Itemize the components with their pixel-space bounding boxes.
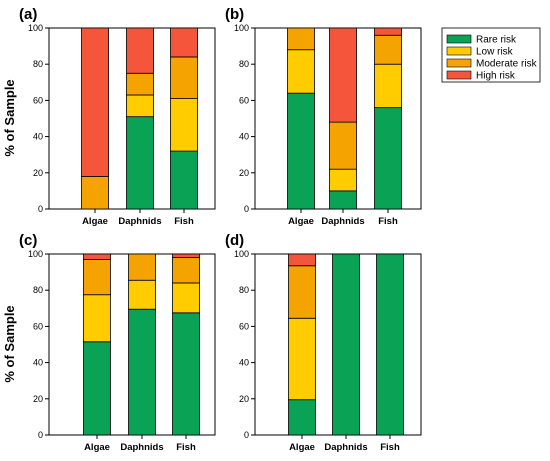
y-tick-label: 100	[234, 23, 249, 33]
y-axis-title: % of Sample	[2, 305, 17, 382]
bar-segment-algae-moderate-risk	[287, 27, 315, 51]
y-tick-label: 80	[239, 285, 249, 295]
panel-label: (b)	[225, 6, 244, 23]
bar-segment-algae-low-risk	[83, 294, 111, 343]
panel-label: (c)	[19, 232, 37, 249]
x-tick-label: Daphnids	[321, 216, 364, 227]
legend-entry: Low risk	[476, 47, 514, 58]
bar-segment-fish-moderate-risk	[374, 34, 402, 65]
x-tick-label: Algae	[288, 216, 314, 227]
bar-segment-fish-low-risk	[374, 63, 402, 109]
y-tick-label: 0	[38, 430, 43, 440]
legend-entry: Rare risk	[476, 35, 517, 46]
y-tick-label: 0	[244, 204, 249, 214]
bar-segment-fish-rare-risk	[374, 107, 402, 210]
bar-segment-algae-high-risk	[83, 253, 111, 260]
legend-entry: High risk	[476, 71, 516, 82]
bar-segment-algae-moderate-risk	[288, 265, 316, 319]
bar-segment-daphnids-low-risk	[126, 94, 154, 118]
bar-segment-daphnids-rare-risk	[329, 190, 357, 210]
x-tick-label: Algae	[289, 442, 315, 453]
x-tick-label: Fish	[174, 216, 194, 227]
bar-segment-fish-low-risk	[172, 282, 200, 314]
y-tick-label: 100	[234, 249, 249, 259]
panel-d: Algae Daphnids Fish 0 20 40 60 80 100(d)	[225, 232, 422, 453]
x-tick-label: Fish	[378, 216, 398, 227]
panel-label: (d)	[225, 232, 244, 249]
y-axis-labels: % of Sample % of Sample	[2, 79, 17, 382]
y-tick-label: 40	[33, 358, 43, 368]
y-tick-label: 40	[239, 132, 249, 142]
bar-segment-fish-moderate-risk	[172, 257, 200, 284]
bar-segment-daphnids-high-risk	[329, 27, 357, 123]
bar-segment-fish-moderate-risk	[170, 56, 198, 99]
y-tick-label: 0	[38, 204, 43, 214]
legend-swatch	[446, 34, 472, 44]
x-tick-label: Algae	[82, 216, 108, 227]
y-tick-label: 100	[28, 23, 43, 33]
bar-segment-algae-low-risk	[287, 49, 315, 94]
y-tick-label: 80	[33, 285, 43, 295]
legend-swatch	[446, 58, 472, 68]
bar-segment-daphnids-high-risk	[126, 27, 154, 74]
bar-segment-algae-rare-risk	[288, 399, 316, 436]
y-tick-label: 80	[33, 59, 43, 69]
bar-segment-algae-rare-risk	[83, 341, 111, 436]
bar-segment-fish-rare-risk	[170, 150, 198, 210]
y-tick-label: 40	[33, 132, 43, 142]
x-tick-label: Fish	[176, 442, 196, 453]
y-tick-label: 60	[239, 95, 249, 105]
y-tick-label: 20	[239, 168, 249, 178]
x-tick-label: Daphnids	[118, 216, 161, 227]
bar-segment-algae-low-risk	[288, 317, 316, 401]
bar-segment-fish-low-risk	[170, 98, 198, 152]
bar-segment-fish-rare-risk	[172, 312, 200, 436]
bar-segment-algae-high-risk	[81, 27, 109, 177]
bar-segment-daphnids-moderate-risk	[128, 253, 156, 281]
y-axis-title: % of Sample	[2, 79, 17, 156]
legend-entry: Moderate risk	[476, 59, 538, 70]
y-tick-label: 100	[28, 249, 43, 259]
legend-swatch	[446, 46, 472, 56]
panel-label: (a)	[19, 6, 37, 23]
bar-segment-daphnids-rare-risk	[126, 116, 154, 210]
panel-b: Algae Daphnids Fish 0 20 40 60 80 100(b)	[225, 6, 422, 227]
x-tick-label: Algae	[84, 442, 110, 453]
y-tick-label: 60	[239, 321, 249, 331]
x-tick-label: Fish	[380, 442, 400, 453]
bar-segment-fish-high-risk	[170, 27, 198, 58]
bar-segment-daphnids-moderate-risk	[126, 72, 154, 96]
y-tick-label: 80	[239, 59, 249, 69]
bar-segment-daphnids-low-risk	[128, 279, 156, 310]
bar-segment-algae-rare-risk	[287, 92, 315, 210]
y-tick-label: 60	[33, 321, 43, 331]
bar-segment-fish-high-risk	[172, 253, 200, 259]
y-tick-label: 20	[33, 168, 43, 178]
bar-segment-daphnids-moderate-risk	[329, 121, 357, 170]
bar-segment-daphnids-low-risk	[329, 168, 357, 192]
bar-segment-fish-rare-risk	[376, 253, 404, 436]
y-tick-label: 40	[239, 358, 249, 368]
panel-c: Algae Daphnids Fish 0 20 40 60 80 100(c)	[19, 232, 216, 453]
x-tick-label: Daphnids	[324, 442, 367, 453]
bar-segment-daphnids-rare-risk	[128, 308, 156, 436]
y-tick-label: 60	[33, 95, 43, 105]
legend-swatch	[446, 70, 472, 80]
y-tick-label: 0	[244, 430, 249, 440]
bar-segment-algae-moderate-risk	[83, 259, 111, 296]
bar-segment-fish-high-risk	[374, 27, 402, 36]
y-tick-label: 20	[33, 394, 43, 404]
bar-segment-algae-moderate-risk	[81, 176, 109, 210]
y-tick-label: 20	[239, 394, 249, 404]
panel-a: Algae Daphnids Fish 0 20 40 60 80 100(a)	[19, 6, 216, 227]
bar-segment-algae-high-risk	[288, 253, 316, 267]
x-tick-label: Daphnids	[120, 442, 163, 453]
bar-segment-daphnids-rare-risk	[332, 253, 360, 436]
